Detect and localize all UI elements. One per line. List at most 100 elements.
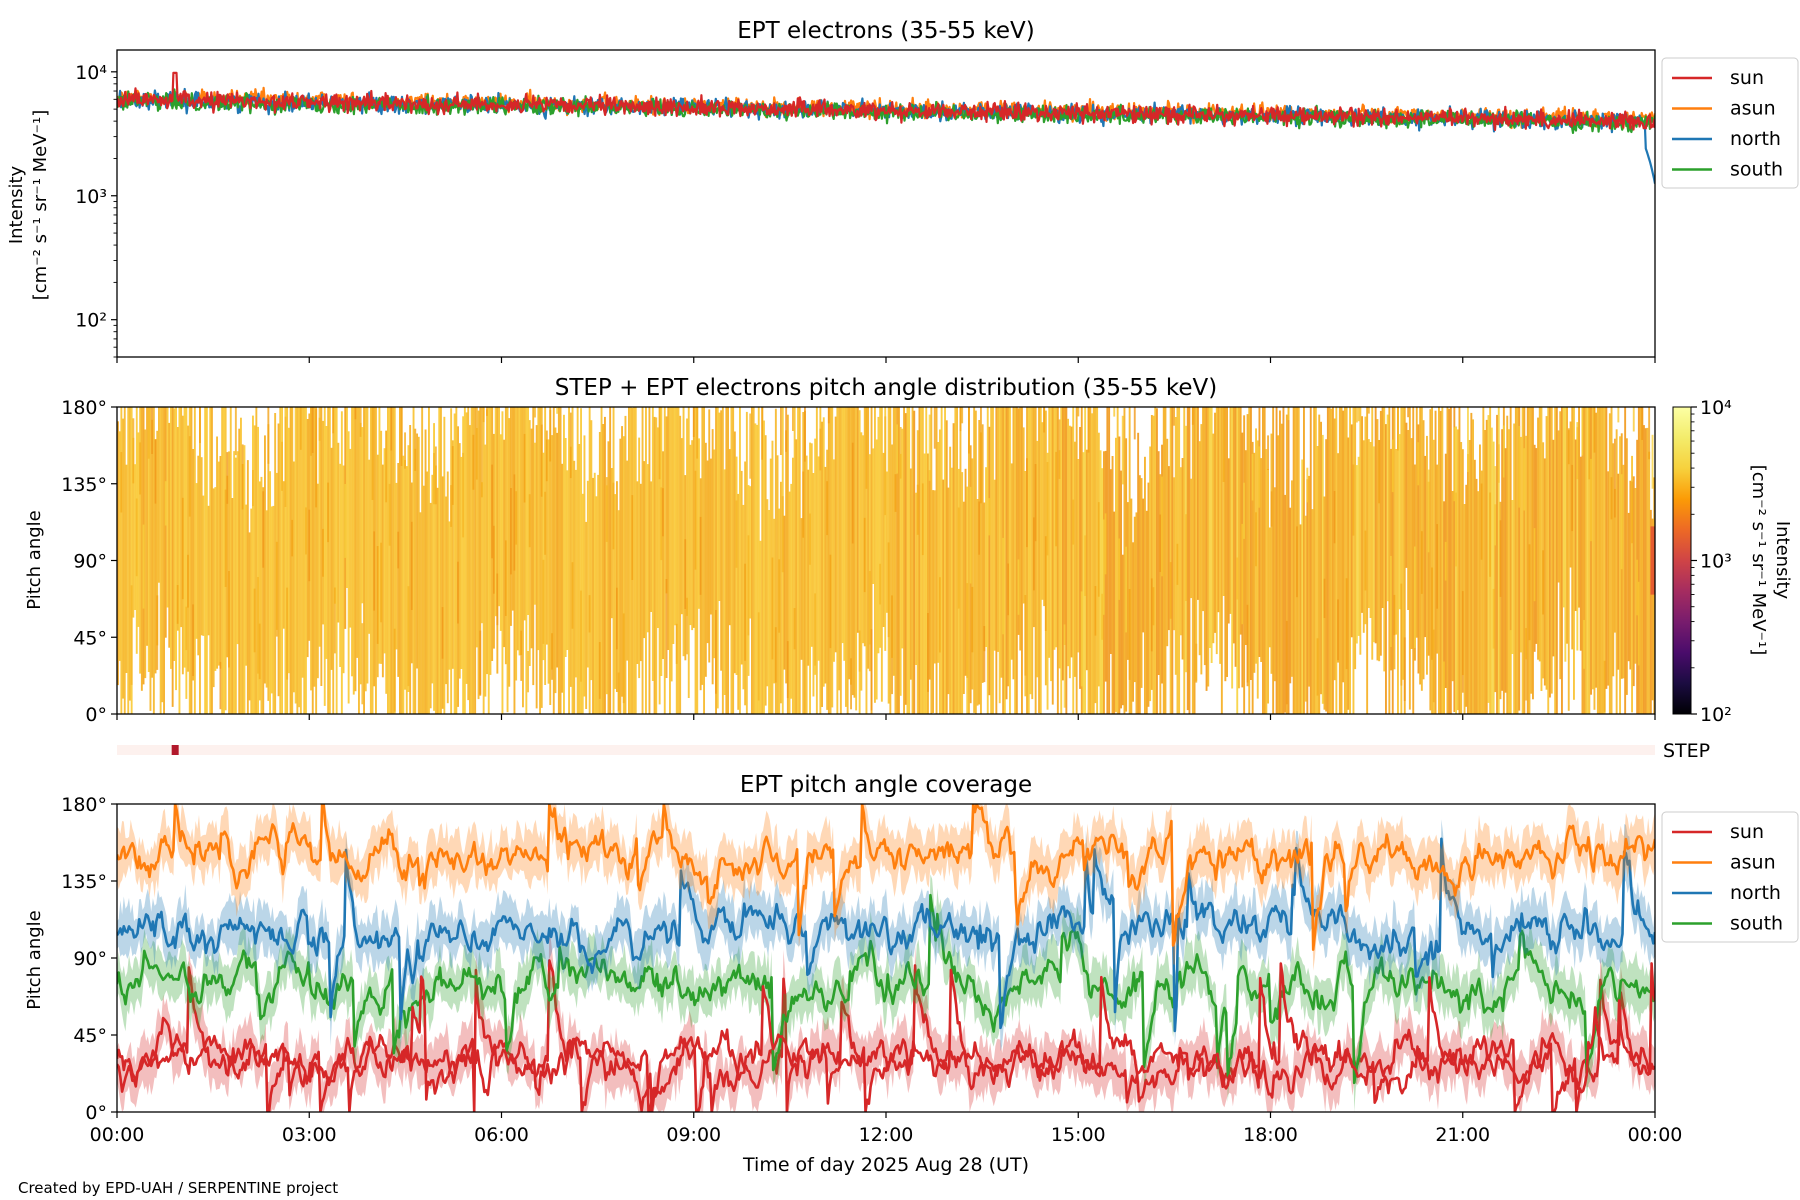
pad-cell	[858, 630, 861, 672]
pad-cell	[706, 460, 709, 644]
pad-cell	[120, 452, 123, 513]
pad-cell	[1593, 407, 1596, 710]
pad-cell	[921, 407, 924, 714]
pad-cell	[306, 419, 309, 658]
pad-cell	[766, 499, 769, 687]
pad-cell	[392, 407, 394, 714]
pad-cell	[998, 407, 1001, 704]
pad-cell	[588, 595, 591, 633]
pad-cell	[1637, 581, 1640, 666]
pad-cell	[301, 407, 304, 678]
ytick-label: 10²	[75, 310, 107, 332]
pad-cell	[508, 418, 511, 687]
pad-cell	[1528, 544, 1531, 641]
pad-cell	[920, 407, 923, 714]
pad-cell	[481, 407, 483, 498]
pad-cell	[1238, 407, 1240, 689]
pad-cell	[385, 430, 388, 694]
pad-cell	[1574, 439, 1577, 611]
pad-cell	[457, 561, 459, 624]
pad-cell	[1615, 429, 1618, 714]
pad-cell	[725, 407, 728, 714]
pad-cell	[440, 407, 442, 714]
pad-cell	[834, 416, 837, 653]
pad-cell	[1523, 407, 1526, 714]
pad-cell	[633, 407, 635, 714]
ytick-label: 90°	[73, 948, 107, 970]
pad-cell	[1530, 407, 1533, 694]
pad-cell	[1583, 407, 1586, 714]
pad-cell	[229, 407, 232, 714]
pad-cell	[168, 422, 171, 648]
pad-cell	[446, 471, 449, 704]
panel1-y-ticks: 10² 10³ 10⁴	[75, 62, 117, 358]
pad-cell	[1137, 432, 1140, 714]
pad-cell	[814, 438, 817, 675]
pad-cell	[1034, 407, 1037, 714]
pad-cell	[327, 407, 330, 714]
pad-cell	[1072, 407, 1075, 714]
pad-cell	[140, 407, 143, 691]
pad-cell	[604, 416, 606, 714]
pad-cell	[414, 428, 417, 471]
pad-cell	[675, 407, 678, 714]
step-label: STEP	[1663, 740, 1710, 762]
pad-cell	[718, 412, 721, 601]
pad-cell	[142, 524, 145, 609]
pad-cell	[1159, 474, 1162, 714]
pad-cell	[713, 449, 716, 659]
pad-cell	[598, 642, 601, 699]
pad-cell	[1332, 407, 1334, 714]
pad-cell	[1209, 407, 1211, 648]
pad-cell	[484, 444, 487, 697]
pad-cell	[616, 481, 618, 692]
pad-cell	[1065, 407, 1068, 714]
pad-cell	[680, 438, 683, 615]
pad-cell	[234, 407, 237, 456]
pad-cell	[1135, 512, 1138, 714]
pad-cell	[1207, 407, 1210, 687]
pad-cell	[1277, 435, 1280, 714]
pad-cell	[826, 449, 829, 710]
pad-cell	[1248, 407, 1251, 714]
pad-cell	[780, 407, 782, 455]
pad-cell	[1026, 407, 1028, 714]
pad-cell	[788, 491, 791, 714]
pad-cell	[1325, 439, 1328, 712]
pad-cell	[192, 449, 195, 681]
pad-cell	[1125, 546, 1128, 633]
pad-cell	[1145, 510, 1148, 714]
pad-cell	[1313, 407, 1316, 714]
pad-cell	[1627, 512, 1630, 662]
pad-cell	[318, 417, 321, 647]
pad-cell	[1162, 407, 1165, 714]
pad-cell	[448, 521, 451, 670]
pad-cell	[176, 427, 179, 631]
pad-cell	[207, 505, 210, 636]
pad-cell	[1113, 511, 1116, 714]
pad-cell	[152, 407, 155, 714]
pad-cell	[1096, 407, 1099, 714]
pad-cell	[827, 407, 830, 714]
pad-cell	[1015, 407, 1018, 714]
pad-cell	[1301, 459, 1304, 714]
pad-cell	[1275, 407, 1278, 714]
pad-cell	[1318, 414, 1321, 714]
pad-cell	[556, 407, 559, 414]
pad-cell	[583, 435, 586, 697]
pad-cell	[855, 407, 858, 711]
pad-cell	[151, 407, 154, 454]
pad-cell	[486, 407, 488, 416]
pad-cell	[1267, 435, 1269, 470]
pad-cell	[843, 407, 846, 661]
pad-cell	[1520, 436, 1522, 653]
pad-cell	[164, 481, 167, 526]
pad-cell	[1186, 407, 1189, 711]
pad-cell	[833, 459, 835, 662]
pad-cell	[354, 407, 357, 692]
pad-cell	[745, 411, 748, 714]
xtick-label: 18:00	[1243, 1124, 1298, 1146]
pad-cell	[838, 407, 841, 691]
pad-cell	[364, 407, 367, 692]
pad-cell	[470, 407, 473, 714]
